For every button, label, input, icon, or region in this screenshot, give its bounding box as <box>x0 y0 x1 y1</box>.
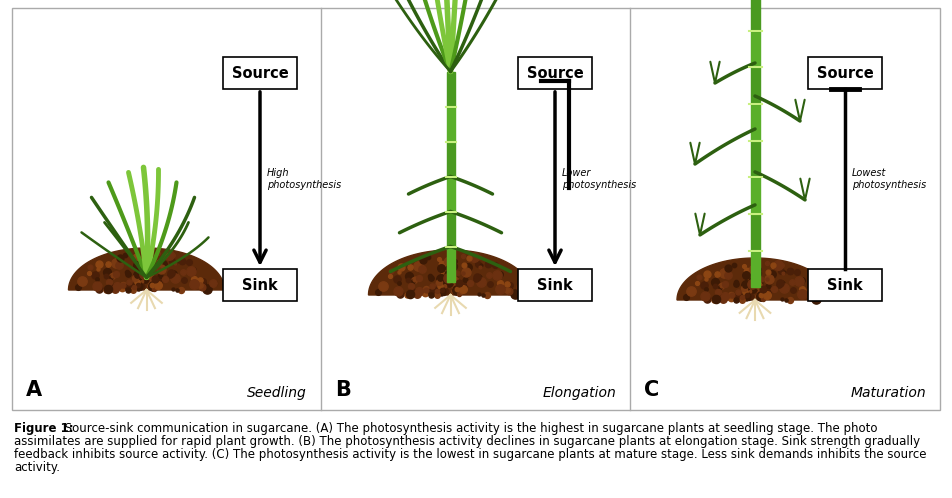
Text: Source: Source <box>817 66 873 81</box>
Polygon shape <box>750 141 760 177</box>
Polygon shape <box>750 0 760 31</box>
FancyBboxPatch shape <box>808 57 882 89</box>
Polygon shape <box>750 177 760 214</box>
Text: assimilates are supplied for rapid plant growth. (B) The photosynthesis activity: assimilates are supplied for rapid plant… <box>14 435 921 448</box>
Text: Seedling: Seedling <box>248 386 307 400</box>
Text: Sink: Sink <box>537 277 573 292</box>
Polygon shape <box>677 258 833 300</box>
Text: Sink: Sink <box>827 277 863 292</box>
Text: Maturation: Maturation <box>850 386 926 400</box>
Text: A: A <box>26 380 42 400</box>
FancyBboxPatch shape <box>223 269 297 301</box>
Polygon shape <box>446 247 454 281</box>
Text: Sink: Sink <box>242 277 278 292</box>
Bar <box>12 8 940 410</box>
Text: C: C <box>644 380 659 400</box>
Polygon shape <box>446 176 454 212</box>
Text: Source: Source <box>231 66 288 81</box>
Text: Source-sink communication in sugarcane. (A) The photosynthesis activity is the h: Source-sink communication in sugarcane. … <box>61 422 878 435</box>
FancyBboxPatch shape <box>808 269 882 301</box>
Text: Figure 1:: Figure 1: <box>14 422 73 435</box>
Polygon shape <box>69 248 225 290</box>
Polygon shape <box>446 212 454 247</box>
Polygon shape <box>750 67 760 104</box>
Text: feedback inhibits source activity. (C) The photosynthesis activity is the lowest: feedback inhibits source activity. (C) T… <box>14 448 926 461</box>
FancyBboxPatch shape <box>518 57 592 89</box>
Polygon shape <box>750 104 760 141</box>
Text: Source: Source <box>526 66 584 81</box>
FancyBboxPatch shape <box>518 269 592 301</box>
Polygon shape <box>446 72 454 107</box>
Polygon shape <box>750 250 760 287</box>
Text: High
photosynthesis: High photosynthesis <box>267 168 341 190</box>
FancyBboxPatch shape <box>223 57 297 89</box>
Polygon shape <box>750 214 760 250</box>
Text: Elongation: Elongation <box>543 386 616 400</box>
Text: Lowest
photosynthesis: Lowest photosynthesis <box>852 168 926 190</box>
Text: activity.: activity. <box>14 461 60 474</box>
Text: B: B <box>335 380 351 400</box>
Text: Lower
photosynthesis: Lower photosynthesis <box>562 168 636 190</box>
Polygon shape <box>446 141 454 176</box>
Polygon shape <box>368 250 532 295</box>
Polygon shape <box>750 31 760 67</box>
Polygon shape <box>446 107 454 141</box>
